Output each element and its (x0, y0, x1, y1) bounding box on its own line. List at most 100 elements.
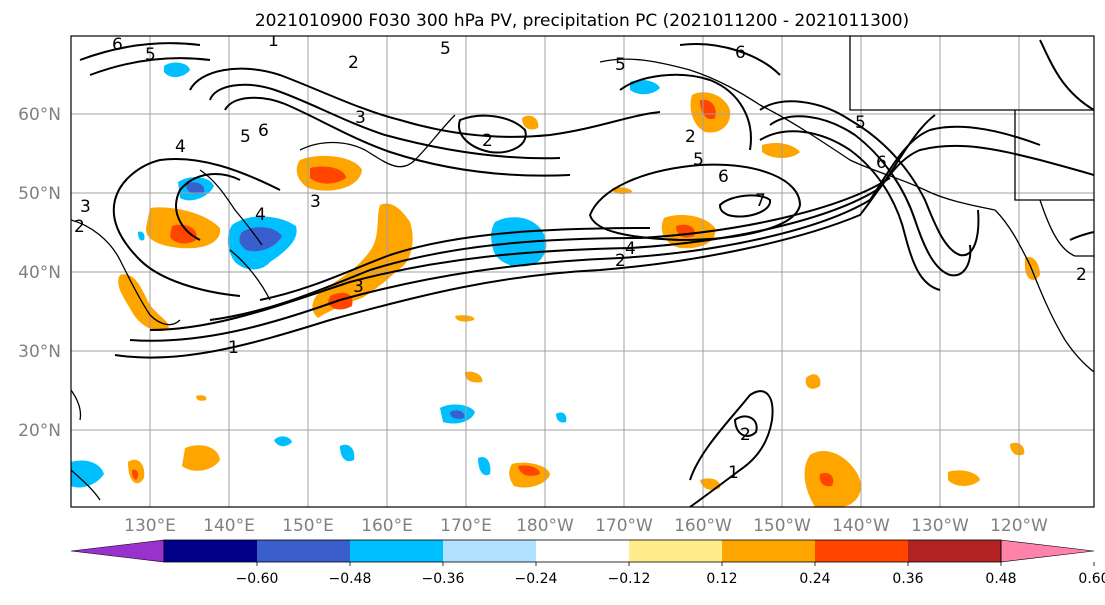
longitude-label: 160°E (361, 516, 413, 536)
coastline (71, 389, 82, 421)
precip-anomaly-patch (196, 395, 207, 401)
pv-contour-line (89, 57, 211, 76)
colorbar-tick-label: 0.48 (985, 571, 1016, 587)
pv-contour-line (209, 177, 891, 321)
coastline (71, 469, 101, 501)
precip-anomaly-patch (164, 62, 190, 78)
pv-contour-line (759, 130, 941, 291)
pv-contour-label: 6 (876, 153, 887, 173)
pv-contour-line (759, 100, 980, 257)
pv-contour-line (458, 114, 527, 154)
pv-contour-label: 1 (728, 463, 739, 483)
coastline (1014, 110, 1094, 201)
longitude-label: 170°W (595, 516, 653, 536)
colorbar-extend-high (1000, 539, 1095, 563)
precip-anomaly-patch (132, 469, 139, 480)
pv-contour-label: 2 (615, 251, 626, 271)
positive-precip-anomalies (118, 92, 1040, 507)
pv-contour-line (149, 114, 936, 331)
longitude-label: 140°W (832, 516, 890, 536)
colorbar-swatch (815, 540, 908, 562)
colorbar-tick-label: 0.24 (799, 571, 830, 587)
map-title: 2021010900 F030 300 hPa PV, precipitatio… (255, 11, 909, 31)
coastline (1039, 199, 1094, 257)
pv-contour-label: 5 (693, 150, 704, 170)
pv-contour-label: 2 (685, 127, 696, 147)
coastline (199, 169, 263, 246)
longitude-label: 150°E (282, 516, 334, 536)
precip-anomaly-patch (118, 274, 169, 332)
pv-contour-line (689, 390, 774, 507)
precip-anomaly-patch (556, 412, 567, 423)
coastlines (71, 36, 1094, 501)
pv-contour-label: 5 (440, 39, 451, 59)
precip-anomaly-patch (138, 231, 145, 241)
colorbar-swatch (536, 540, 629, 562)
precip-anomaly-patch (274, 436, 292, 447)
longitude-label: 130°W (911, 516, 969, 536)
pv-contour-label: 5 (145, 45, 156, 65)
pv-contour-line (619, 73, 752, 151)
coastline (71, 219, 181, 326)
precip-anomaly-patch (450, 410, 465, 419)
colorbar-tick-label: 0.60 (1078, 571, 1105, 587)
pv-contour-label: 3 (355, 108, 366, 128)
colorbar-swatch (257, 540, 350, 562)
latitude-label: 40°N (18, 263, 61, 283)
precip-anomaly-patch (805, 374, 821, 389)
pv-contour-line (114, 144, 1094, 359)
pv-contour-line (209, 83, 561, 160)
precip-anomaly-patch (1010, 442, 1025, 456)
latitude-labels: 60°N 50°N 40°N 30°N 20°N (18, 105, 61, 441)
colorbar-tick-label: −0.36 (422, 571, 465, 587)
precip-anomaly-patch (522, 115, 539, 130)
pv-contour-label: 5 (240, 127, 251, 147)
longitude-label: 180°W (516, 516, 574, 536)
colorbar-swatch (908, 540, 1001, 562)
pv-contour-label: 2 (1076, 265, 1087, 285)
colorbar-swatch (629, 540, 722, 562)
colorbar-tick-label: −0.60 (236, 571, 279, 587)
precip-anomaly-patch (71, 460, 104, 488)
precip-anomaly-patch (455, 315, 475, 322)
precip-anomaly-patch (182, 445, 220, 471)
pv-contour-line (733, 415, 758, 437)
pv-contour-line (79, 42, 201, 61)
pv-contour-label: 1 (268, 31, 279, 51)
longitude-label: 170°E (440, 516, 492, 536)
coastline (229, 249, 271, 301)
colorbar-tick-label: 0.12 (706, 571, 737, 587)
pv-contours (79, 39, 1094, 507)
coastline (849, 36, 1094, 111)
colorbar-swatch (722, 540, 815, 562)
longitude-label: 120°W (990, 516, 1048, 536)
precip-anomaly-patch (310, 166, 346, 184)
pv-contour-label: 2 (74, 217, 85, 237)
coastline (599, 58, 996, 211)
precip-anomaly-patch (478, 456, 491, 476)
precip-anomaly-patch (819, 472, 834, 487)
pv-contour-label: 6 (258, 121, 269, 141)
pv-contour-line (1039, 39, 1094, 111)
precip-anomaly-patch (612, 187, 632, 195)
precip-anomaly-patch (700, 478, 721, 490)
pv-contour-label: 3 (80, 197, 91, 217)
pv-contour-line (588, 163, 802, 242)
map-frame (70, 35, 1095, 508)
pv-contour-line (224, 96, 571, 177)
precip-anomaly-patch (170, 224, 197, 244)
precip-anomaly-patch (630, 80, 660, 95)
pv-contour-line (679, 43, 781, 76)
colorbar-swatch (164, 540, 257, 562)
colorbar-tick-label: −0.48 (329, 571, 372, 587)
precip-anomaly-patch (762, 142, 800, 158)
latitude-label: 50°N (18, 184, 61, 204)
map-panel: 1 1 1 2 2 2 2 2 2 2 3 3 3 3 4 4 4 5 5 5 (70, 31, 1095, 508)
precip-anomaly-patch (340, 444, 355, 462)
precip-anomaly-patch (464, 371, 483, 383)
pv-contour-label: 5 (855, 113, 866, 133)
pv-contour-label: 2 (348, 53, 359, 73)
coastline (994, 209, 1094, 373)
precip-anomaly-patch (328, 292, 353, 310)
colorbar-tick-label: −0.24 (515, 571, 558, 587)
